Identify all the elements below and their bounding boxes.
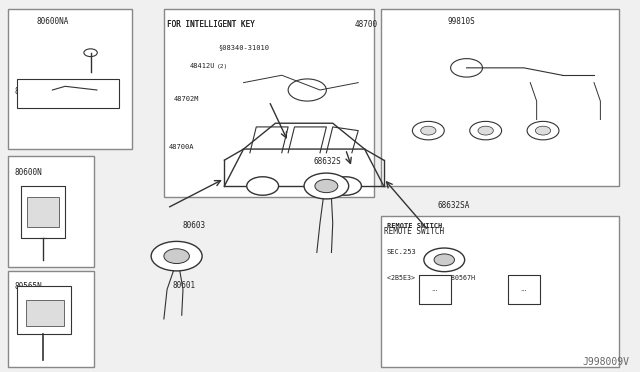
Text: FOR INTELLIGENT KEY: FOR INTELLIGENT KEY — [167, 20, 255, 29]
Circle shape — [246, 177, 278, 195]
Circle shape — [470, 121, 502, 140]
Text: 80601: 80601 — [172, 280, 195, 289]
Text: 80603: 80603 — [183, 221, 206, 231]
Text: REMOTE SWITCH: REMOTE SWITCH — [384, 227, 444, 235]
Text: 80566M: 80566M — [14, 87, 42, 96]
Circle shape — [420, 126, 436, 135]
Bar — [381, 215, 620, 367]
Text: (2): (2) — [217, 64, 228, 69]
Circle shape — [478, 126, 493, 135]
Text: 68632S: 68632S — [314, 157, 341, 166]
Bar — [8, 9, 132, 149]
Text: §08340-31010: §08340-31010 — [218, 44, 269, 50]
Text: REMOTE SWITCH: REMOTE SWITCH — [387, 223, 442, 229]
Bar — [27, 197, 59, 227]
Bar — [17, 79, 119, 109]
Text: 48702M: 48702M — [173, 96, 199, 102]
Text: 80565N: 80565N — [14, 282, 42, 291]
Circle shape — [288, 79, 326, 101]
Bar — [26, 301, 64, 326]
Circle shape — [451, 59, 483, 77]
Bar — [508, 275, 540, 304]
Text: 48700A: 48700A — [169, 144, 195, 150]
Bar — [381, 9, 620, 186]
Bar — [17, 286, 72, 334]
Circle shape — [536, 126, 550, 135]
Circle shape — [304, 173, 349, 199]
Text: 99810S: 99810S — [447, 16, 475, 26]
Circle shape — [424, 248, 465, 272]
Text: ...: ... — [520, 286, 527, 292]
Text: 48700: 48700 — [355, 20, 378, 29]
Circle shape — [315, 179, 338, 193]
Bar — [164, 9, 374, 197]
Text: SEC.253: SEC.253 — [387, 249, 417, 255]
Text: <2B5E3> 80600NB 80567H: <2B5E3> 80600NB 80567H — [387, 275, 475, 280]
Circle shape — [151, 241, 202, 271]
Circle shape — [434, 254, 454, 266]
Text: 48412U: 48412U — [189, 63, 215, 69]
Bar — [8, 271, 94, 367]
Bar — [419, 275, 451, 304]
Circle shape — [527, 121, 559, 140]
Circle shape — [330, 177, 362, 195]
Text: 68632SA: 68632SA — [438, 201, 470, 210]
Text: ...: ... — [431, 286, 438, 292]
Bar — [8, 157, 94, 267]
Text: 80600N: 80600N — [14, 168, 42, 177]
Bar — [20, 186, 65, 238]
Text: J998009V: J998009V — [582, 357, 629, 367]
Text: 80600NA: 80600NA — [36, 16, 69, 26]
Circle shape — [412, 121, 444, 140]
Circle shape — [84, 49, 97, 57]
Text: FOR INTELLIGENT KEY: FOR INTELLIGENT KEY — [167, 20, 255, 29]
Circle shape — [164, 249, 189, 263]
